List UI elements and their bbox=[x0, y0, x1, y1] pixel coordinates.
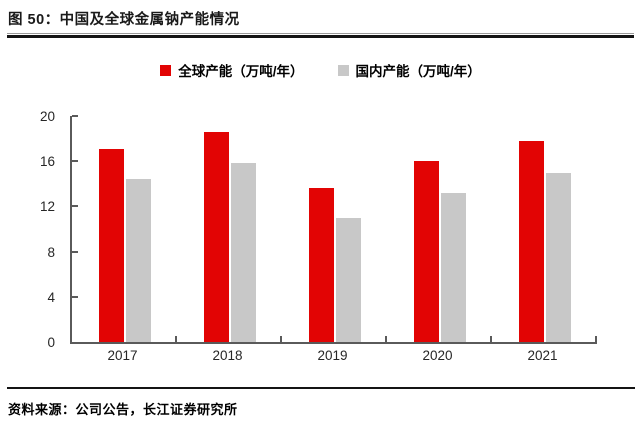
figure-title: 图 50：中国及全球金属钠产能情况 bbox=[8, 12, 240, 28]
bar-global-2021 bbox=[518, 140, 544, 342]
legend-label-global: 全球产能（万吨/年） bbox=[178, 64, 304, 79]
bottom-rule bbox=[7, 387, 635, 389]
y-axis-tick-4 bbox=[72, 295, 78, 298]
bar-global-2018 bbox=[203, 131, 229, 342]
legend-item-global: 全球产能（万吨/年） bbox=[160, 60, 304, 80]
x-axis-labels: 2017 2018 2019 2020 2021 bbox=[70, 348, 595, 363]
legend-item-domestic: 国内产能（万吨/年） bbox=[337, 60, 481, 80]
y-tick-label-0: 0 bbox=[47, 335, 55, 350]
bar-global-2019 bbox=[308, 188, 334, 342]
x-axis-tick-2 bbox=[280, 336, 282, 342]
bar-group-2021 bbox=[492, 116, 597, 342]
y-axis-tick-16 bbox=[72, 160, 78, 163]
bar-group-2018 bbox=[177, 116, 282, 342]
y-axis-labels: 0 4 8 12 16 20 bbox=[0, 109, 55, 350]
y-tick-label-4: 4 bbox=[47, 289, 55, 305]
bar-domestic-2019 bbox=[335, 217, 361, 342]
bar-group-2017 bbox=[72, 116, 177, 342]
x-tick-label-2017: 2017 bbox=[107, 348, 138, 363]
bar-domestic-2021 bbox=[545, 172, 571, 342]
title-rule bbox=[7, 33, 634, 38]
x-tick-label-2021: 2021 bbox=[527, 348, 558, 363]
bar-group-2020 bbox=[387, 116, 492, 342]
y-tick-label-20: 20 bbox=[39, 109, 55, 124]
y-axis-tick-12 bbox=[72, 205, 78, 208]
y-tick-label-16: 16 bbox=[39, 154, 55, 170]
legend-swatch-domestic bbox=[337, 64, 349, 76]
bar-domestic-2018 bbox=[230, 163, 256, 342]
x-axis-tick-1 bbox=[175, 336, 177, 342]
bar-group-2019 bbox=[282, 116, 387, 342]
y-axis-tick-8 bbox=[72, 250, 78, 253]
plot-area bbox=[70, 115, 597, 344]
x-axis-tick-5 bbox=[595, 336, 597, 342]
chart-legend: 全球产能（万吨/年） 国内产能（万吨/年） bbox=[0, 60, 641, 80]
bar-domestic-2020 bbox=[440, 192, 466, 342]
legend-label-domestic: 国内产能（万吨/年） bbox=[355, 64, 481, 79]
y-axis-tick-20 bbox=[72, 115, 78, 117]
x-axis-tick-4 bbox=[490, 336, 492, 342]
x-tick-label-2018: 2018 bbox=[212, 348, 243, 363]
bar-domestic-2017 bbox=[125, 179, 151, 342]
title-rule-thin-line bbox=[7, 33, 634, 34]
y-tick-label-12: 12 bbox=[39, 199, 55, 215]
bar-global-2017 bbox=[98, 148, 124, 342]
y-tick-label-8: 8 bbox=[47, 244, 55, 260]
x-axis-tick-3 bbox=[385, 336, 387, 342]
title-rule-thick-line bbox=[7, 35, 634, 38]
title-rule-gap bbox=[7, 34, 634, 35]
source-note: 资料来源：公司公告，长江证券研究所 bbox=[8, 402, 238, 417]
x-tick-label-2020: 2020 bbox=[422, 348, 453, 363]
x-tick-label-2019: 2019 bbox=[317, 348, 348, 363]
legend-swatch-global bbox=[160, 64, 172, 76]
bar-global-2020 bbox=[413, 161, 439, 342]
